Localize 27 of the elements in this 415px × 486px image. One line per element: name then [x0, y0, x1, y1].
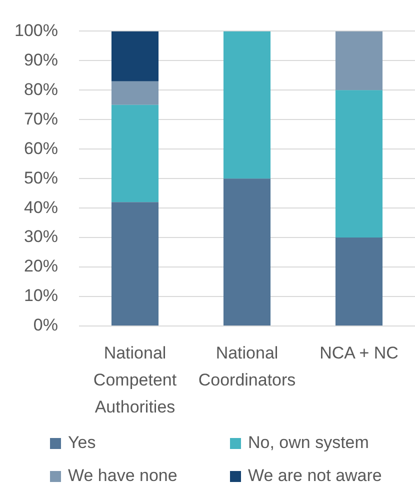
- legend-label: We are not aware: [248, 466, 382, 486]
- bar: [223, 31, 271, 179]
- y-tick-label: 40%: [24, 198, 58, 217]
- legend-label: No, own system: [248, 433, 369, 453]
- bar: [335, 31, 383, 90]
- x-tick-label: National Competent Authorities: [93, 343, 177, 417]
- legend-label: We have none: [68, 466, 178, 486]
- y-tick-label: 90%: [24, 50, 58, 70]
- y-tick-label: 70%: [24, 109, 58, 128]
- bar: [111, 31, 159, 82]
- x-tick-label: National Coordinators: [198, 343, 296, 390]
- bar: [111, 202, 159, 326]
- y-tick-label: 80%: [24, 80, 58, 99]
- bar: [335, 238, 383, 326]
- y-tick-label: 10%: [24, 286, 58, 306]
- x-tick-label: NCA + NC: [320, 343, 398, 362]
- y-tick-label: 20%: [24, 256, 58, 276]
- y-tick-label: 50%: [24, 168, 58, 188]
- legend-label: Yes: [68, 433, 96, 453]
- bar: [111, 104, 159, 202]
- y-tick-label: 30%: [24, 227, 58, 246]
- bar: [111, 81, 159, 105]
- y-tick-label: 0%: [33, 316, 58, 335]
- bar: [223, 178, 271, 326]
- y-tick-label: 100%: [14, 20, 58, 40]
- bar: [335, 90, 383, 238]
- y-tick-label: 60%: [24, 138, 58, 158]
